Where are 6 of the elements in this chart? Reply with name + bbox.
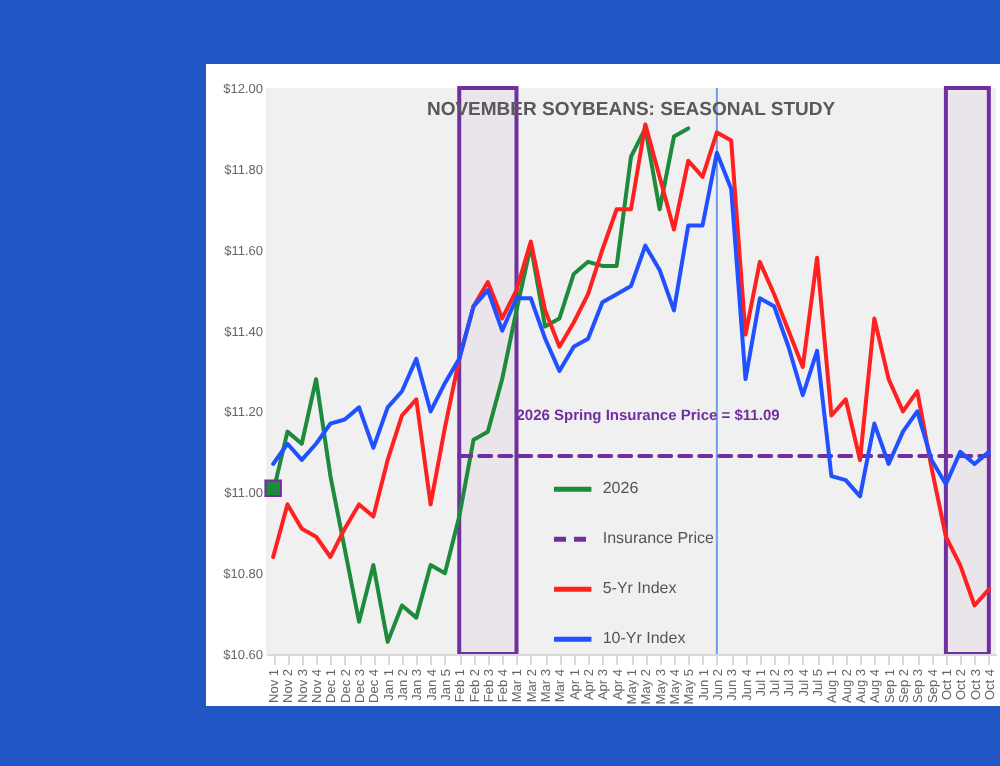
- line-series: [271, 122, 991, 608]
- legend-label: 2026: [602, 479, 640, 498]
- legend-label: 10-Yr Index: [602, 629, 686, 648]
- legend-label: 5-Yr Index: [602, 579, 677, 598]
- legend-label: Insurance Price: [602, 529, 715, 548]
- line-series: [271, 150, 991, 499]
